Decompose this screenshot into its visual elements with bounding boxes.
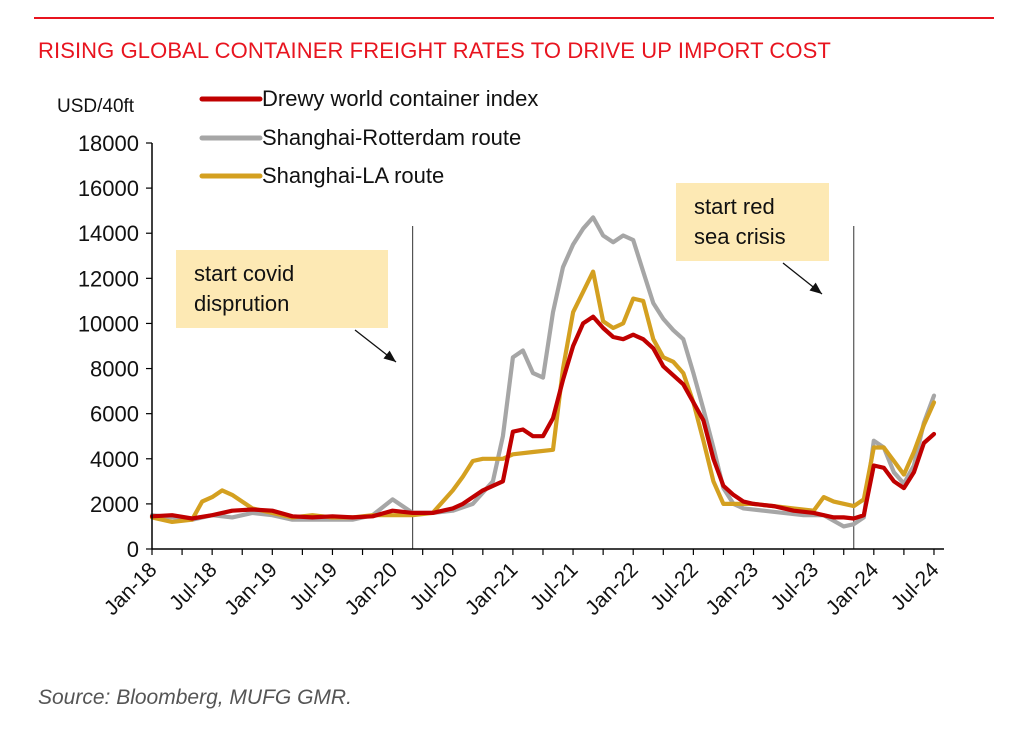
y-tick-label: 0 bbox=[127, 537, 139, 562]
x-tick-label: Jan-22 bbox=[581, 558, 643, 620]
annotations: start covid disprution start red sea crisis bbox=[176, 183, 855, 549]
event-label-text: start covid bbox=[194, 261, 294, 286]
event-label-text: sea crisis bbox=[694, 224, 786, 249]
x-tick-label: Jul-24 bbox=[887, 558, 944, 615]
y-tick-label: 16000 bbox=[78, 176, 139, 201]
legend-label-0: Drewy world container index bbox=[262, 86, 538, 111]
x-tick-label: Jan-20 bbox=[340, 558, 402, 620]
legend: Drewy world container index Shanghai-Rott… bbox=[199, 86, 538, 188]
x-tick-label: Jan-18 bbox=[100, 558, 162, 620]
y-tick-label: 14000 bbox=[78, 221, 139, 246]
legend-label-1: Shanghai-Rotterdam route bbox=[262, 125, 521, 150]
x-tick-label: Jan-21 bbox=[461, 558, 523, 620]
event-arrowhead bbox=[383, 350, 396, 362]
legend-label-2: Shanghai-LA route bbox=[262, 163, 444, 188]
x-tick-label: Jul-19 bbox=[285, 558, 342, 615]
y-axis-label: USD/40ft bbox=[57, 96, 135, 117]
axes: 0 2000 4000 6000 8000 10000 12000 14000 16000 180… bbox=[57, 96, 944, 620]
top-rule bbox=[34, 17, 994, 19]
event-arrowhead bbox=[809, 282, 822, 294]
y-tick-label: 8000 bbox=[90, 357, 139, 382]
series-line-0 bbox=[149, 314, 937, 521]
x-tick-label: Jul-23 bbox=[766, 558, 823, 615]
event-label-text: disprution bbox=[194, 291, 289, 316]
source-note: Source: Bloomberg, MUFG GMR. bbox=[38, 686, 352, 709]
x-tick-label: Jan-23 bbox=[701, 558, 763, 620]
y-tick-label: 2000 bbox=[90, 492, 139, 517]
chart: start covid disprution start red sea crisis… bbox=[57, 86, 944, 620]
x-tick-label: Jul-22 bbox=[646, 558, 703, 615]
x-tick-label: Jul-21 bbox=[526, 558, 583, 615]
y-tick-label: 18000 bbox=[78, 131, 139, 156]
x-tick-label: Jul-20 bbox=[406, 558, 463, 615]
x-tick-label: Jan-19 bbox=[220, 558, 282, 620]
event-label-box bbox=[176, 250, 388, 328]
y-tick-label: 12000 bbox=[78, 266, 139, 291]
x-tick-label: Jul-18 bbox=[165, 558, 222, 615]
series-lines bbox=[149, 215, 937, 529]
event-label-box bbox=[676, 183, 829, 261]
y-tick-label: 10000 bbox=[78, 311, 139, 336]
series-line-1 bbox=[149, 215, 937, 529]
y-tick-label: 4000 bbox=[90, 447, 139, 472]
x-tick-label: Jan-24 bbox=[822, 558, 884, 620]
chart-title: RISING GLOBAL CONTAINER FREIGHT RATES TO… bbox=[38, 38, 831, 63]
event-label-text: start red bbox=[694, 194, 775, 219]
y-tick-label: 6000 bbox=[90, 402, 139, 427]
